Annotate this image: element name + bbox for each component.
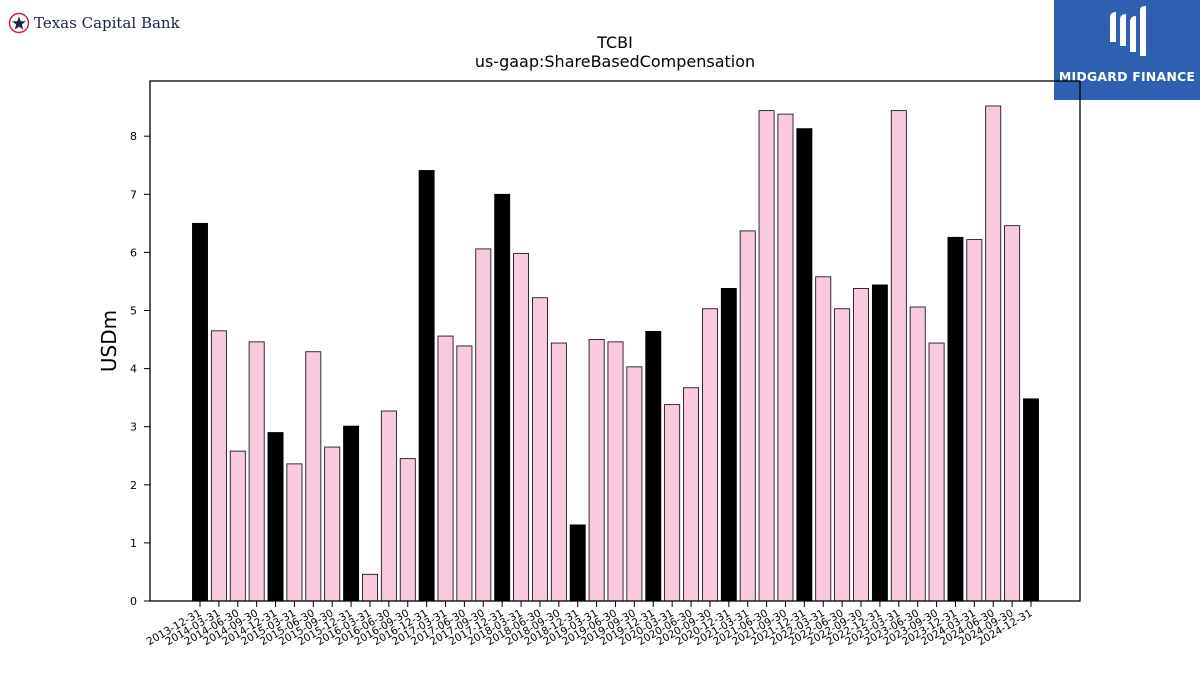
bar-2014-03-31 — [210, 330, 227, 602]
chart-subtitle: us-gaap:ShareBasedCompensation — [474, 52, 756, 71]
bar-2020-03-31 — [664, 404, 681, 602]
bar-2014-06-30 — [229, 450, 246, 602]
bar-2014-09-30 — [248, 341, 265, 602]
y-tick-label: 0 — [130, 595, 137, 608]
y-tick-label: 1 — [130, 537, 137, 550]
bars-layer — [192, 105, 1039, 602]
y-axis-label: USDm — [97, 310, 121, 372]
y-tick-label: 3 — [130, 421, 137, 434]
bar-2015-09-30 — [324, 446, 341, 602]
bar-2020-12-31 — [720, 288, 737, 602]
bar-2020-09-30 — [701, 308, 718, 602]
bar-2019-06-30 — [607, 341, 624, 602]
bar-2018-03-31 — [513, 253, 530, 602]
y-tick-label: 2 — [130, 479, 137, 492]
bar-2023-09-30 — [928, 342, 945, 602]
y-tick-label: 8 — [130, 130, 137, 143]
bar-2015-12-31 — [343, 425, 360, 602]
bar-2023-12-31 — [947, 236, 964, 602]
bar-2017-12-31 — [494, 193, 511, 602]
bar-2022-09-30 — [853, 288, 869, 602]
bar-2016-12-31 — [418, 170, 435, 602]
bar-2018-12-31 — [569, 524, 586, 602]
bar-2021-03-31 — [739, 230, 756, 602]
bar-2016-06-30 — [380, 410, 397, 602]
bar-2022-03-31 — [815, 276, 832, 602]
bar-2023-06-30 — [909, 306, 926, 602]
y-tick-label: 4 — [130, 363, 137, 376]
bar-2017-03-31 — [437, 335, 454, 602]
bar-2021-06-30 — [758, 110, 775, 602]
bar-2022-06-30 — [834, 308, 851, 602]
bar-2024-12-31 — [1023, 398, 1039, 602]
bar-2024-09-30 — [1004, 225, 1021, 602]
midgard-finance-logo: MIDGARD FINANCE — [1054, 0, 1200, 100]
bar-2017-06-30 — [456, 345, 473, 602]
y-tick-label: 6 — [130, 246, 137, 259]
star-icon — [8, 12, 30, 34]
partner-name: MIDGARD FINANCE — [1058, 69, 1196, 84]
y-tick-label: 7 — [130, 188, 137, 201]
company-name: Texas Capital Bank — [34, 14, 180, 32]
bar-2018-06-30 — [532, 297, 548, 602]
bar-2024-03-31 — [966, 239, 983, 602]
texas-capital-bank-logo: Texas Capital Bank — [8, 12, 180, 34]
bar-2021-12-31 — [796, 128, 813, 602]
x-ticks: 2013-12-312014-03-312014-06-302014-09-30… — [145, 601, 1035, 648]
chart-title: TCBI — [597, 33, 633, 52]
bar-2019-12-31 — [645, 331, 662, 602]
bar-2019-03-31 — [588, 339, 605, 602]
bar-2023-03-31 — [890, 110, 907, 602]
bar-2016-03-31 — [362, 573, 378, 602]
bar-2024-06-30 — [985, 105, 1002, 602]
y-ticks: 0 1 2 3 4 5 6 7 8 — [130, 130, 150, 608]
bar-2014-12-31 — [267, 432, 284, 602]
bar-2020-06-30 — [683, 387, 699, 602]
bar-2017-09-30 — [475, 248, 492, 602]
y-tick-label: 5 — [130, 304, 137, 317]
bar-2018-09-30 — [550, 342, 567, 602]
bar-2022-12-31 — [871, 284, 888, 602]
bar-2016-09-30 — [399, 458, 416, 602]
bar-2013-12-31 — [192, 222, 208, 602]
bar-2015-06-30 — [305, 351, 322, 602]
bar-2019-09-30 — [626, 366, 643, 602]
midgard-mark-icon — [1110, 6, 1146, 56]
bar-2021-09-30 — [777, 113, 794, 602]
bar-2015-03-31 — [286, 463, 303, 602]
